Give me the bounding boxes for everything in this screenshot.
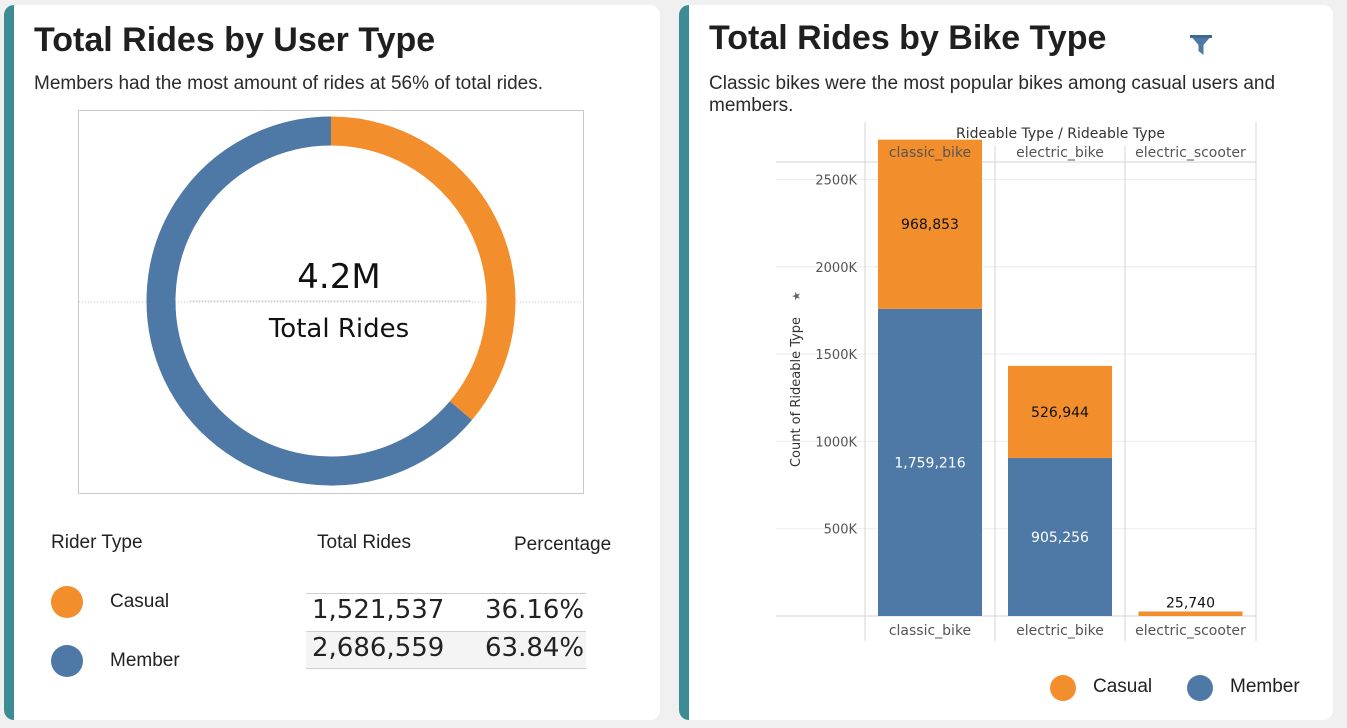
user-type-panel: Total Rides by User Type Members had the… bbox=[4, 5, 660, 720]
casual-legend-dot bbox=[51, 586, 83, 618]
bar-casual-electric_scooter[interactable] bbox=[1138, 611, 1243, 616]
column-header: Rideable Type / Rideable Type bbox=[956, 126, 1165, 142]
table-row-highlight bbox=[306, 631, 586, 668]
bar-data-label: 526,944 bbox=[1031, 405, 1089, 421]
table-divider bbox=[306, 668, 586, 669]
y-axis-title: Count of Rideable Type bbox=[789, 317, 804, 467]
casual-legend-label: Casual bbox=[1093, 676, 1153, 697]
bar-casual-classic_bike[interactable] bbox=[878, 139, 982, 309]
member-legend-dot bbox=[51, 645, 83, 677]
category-label: classic_bike bbox=[889, 623, 971, 639]
percentage-header: Percentage bbox=[514, 534, 612, 555]
category-label: classic_bike bbox=[889, 145, 971, 161]
rider-type-header: Rider Type bbox=[51, 532, 143, 553]
member-legend-label: Member bbox=[110, 650, 180, 671]
y-tick-label: 2500K bbox=[815, 173, 857, 188]
donut-slice-casual[interactable] bbox=[330, 116, 516, 420]
donut-center-value: 4.2M bbox=[297, 257, 380, 297]
casual-percentage: 36.16% bbox=[485, 595, 585, 625]
bar-casual-electric_bike[interactable] bbox=[1008, 365, 1112, 458]
total-rides-header: Total Rides bbox=[317, 532, 411, 553]
table-divider bbox=[306, 631, 586, 632]
y-tick-label: 500K bbox=[824, 523, 858, 538]
bar-data-label: 25,740 bbox=[1166, 596, 1215, 612]
user-type-subtitle: Members had the most amount of rides at … bbox=[34, 73, 544, 94]
casual-legend-dot bbox=[1050, 675, 1076, 701]
panel-accent-bar bbox=[679, 5, 689, 720]
bike-type-title: Total Rides by Bike Type bbox=[709, 19, 1107, 57]
donut-chart: 4.2M Total Rides bbox=[79, 116, 583, 486]
stacked-bar-chart: 500K 1000K 1500K 2000K 2500K Rideable Type / … bbox=[776, 122, 1257, 641]
category-label: electric_scooter bbox=[1135, 623, 1246, 639]
bar-data-label: 968,853 bbox=[901, 217, 959, 233]
donut-chart-frame: 4.2M Total Rides bbox=[78, 110, 584, 494]
category-label: electric_bike bbox=[1016, 623, 1104, 639]
donut-slice-member[interactable] bbox=[146, 116, 472, 486]
user-type-title: Total Rides by User Type bbox=[34, 21, 436, 59]
member-total-rides: 2,686,559 bbox=[312, 633, 445, 663]
donut-center-label: Total Rides bbox=[268, 314, 409, 344]
member-legend-dot bbox=[1187, 675, 1213, 701]
category-label: electric_bike bbox=[1016, 145, 1104, 161]
y-tick-label: 2000K bbox=[815, 261, 857, 276]
y-tick-label: 1000K bbox=[815, 435, 857, 450]
bar-member-classic_bike[interactable] bbox=[878, 308, 982, 616]
category-label: electric_scooter bbox=[1135, 145, 1246, 161]
table-divider bbox=[306, 593, 586, 594]
bike-type-panel: Total Rides by Bike Type Classic bikes w… bbox=[679, 5, 1333, 720]
bar-data-label: 905,256 bbox=[1031, 530, 1089, 546]
sort-pin-icon[interactable]: ★ bbox=[790, 291, 803, 301]
panel-accent-bar bbox=[4, 5, 14, 720]
member-legend-label: Member bbox=[1230, 676, 1300, 697]
bar-member-electric_bike[interactable] bbox=[1008, 457, 1112, 616]
bar-data-label: 1,759,216 bbox=[894, 455, 965, 471]
y-tick-label: 1500K bbox=[815, 348, 857, 363]
casual-total-rides: 1,521,537 bbox=[312, 595, 445, 625]
bike-type-subtitle: Classic bikes were the most popular bike… bbox=[709, 73, 1276, 116]
member-percentage: 63.84% bbox=[485, 633, 585, 663]
filter-funnel-icon[interactable] bbox=[1189, 33, 1213, 57]
casual-legend-label: Casual bbox=[110, 591, 170, 612]
